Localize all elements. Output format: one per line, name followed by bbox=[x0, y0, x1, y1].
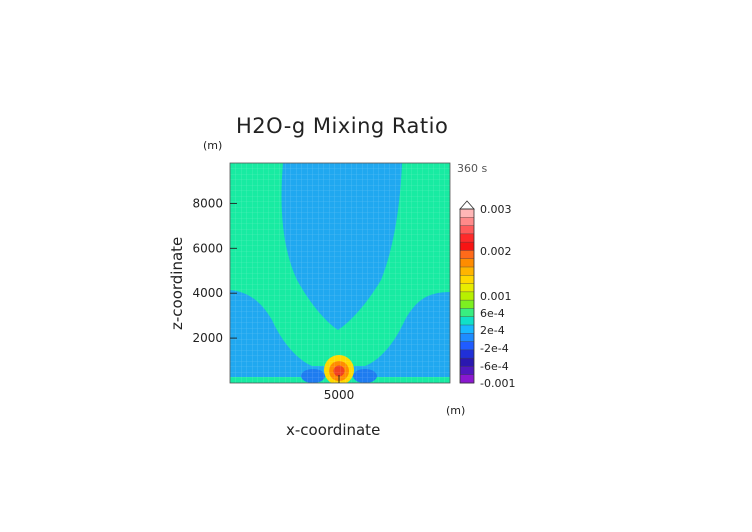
colorbar-label: 0.002 bbox=[480, 245, 512, 258]
colorbar bbox=[459, 200, 475, 384]
colorbar-swatch bbox=[460, 258, 474, 268]
x-axis-label: x-coordinate bbox=[286, 421, 381, 439]
x-unit-label: (m) bbox=[446, 404, 466, 417]
chart-title: H2O-g Mixing Ratio bbox=[236, 114, 449, 138]
colorbar-swatch bbox=[460, 325, 474, 334]
colorbar-label: -0.001 bbox=[480, 377, 515, 390]
x-tick-label: 5000 bbox=[324, 388, 355, 402]
colorbar-swatch bbox=[460, 242, 474, 251]
colorbar-label: 0.001 bbox=[480, 290, 512, 303]
y-tick-label: 4000 bbox=[192, 286, 223, 300]
colorbar-swatch bbox=[460, 333, 474, 342]
colorbar-swatch bbox=[460, 267, 474, 276]
y-axis-ticks: 2000 4000 6000 8000 bbox=[192, 196, 237, 345]
plot-frame bbox=[229, 162, 451, 384]
colorbar-frame bbox=[459, 208, 475, 384]
colorbar-swatch bbox=[460, 358, 474, 367]
y-tick-label: 6000 bbox=[192, 241, 223, 255]
colorbar-swatch bbox=[460, 291, 474, 301]
time-label: 360 s bbox=[457, 162, 488, 175]
colorbar-swatch bbox=[460, 209, 474, 218]
colorbar-swatch bbox=[460, 308, 474, 318]
colorbar-overflow-arrow bbox=[459, 200, 475, 210]
y-axis-label: z-coordinate bbox=[168, 236, 186, 330]
colorbar-swatch bbox=[460, 300, 474, 309]
colorbar-label: 2e-4 bbox=[480, 324, 505, 337]
y-tick-label: 2000 bbox=[192, 331, 223, 345]
plot-area bbox=[230, 163, 450, 383]
colorbar-labels: 0.003 0.002 0.001 6e-4 2e-4 -2e-4 -6e-4 -0.001 bbox=[480, 203, 515, 390]
colorbar-swatch bbox=[460, 349, 474, 359]
colorbar-swatch bbox=[460, 217, 474, 226]
colorbar-swatch bbox=[460, 341, 474, 351]
colorbar-label: 6e-4 bbox=[480, 307, 505, 320]
colorbar-swatch bbox=[460, 283, 474, 293]
x-axis-ticks: 5000 bbox=[324, 388, 355, 402]
y-tick-label: 8000 bbox=[192, 196, 223, 210]
colorbar-swatch bbox=[460, 316, 474, 326]
colorbar-swatch bbox=[460, 250, 474, 260]
colorbar-swatch bbox=[460, 275, 474, 284]
colorbar-swatch bbox=[460, 225, 474, 235]
colorbar-swatch bbox=[460, 233, 474, 243]
colorbar-swatch bbox=[460, 366, 474, 376]
colorbar-label: 0.003 bbox=[480, 203, 512, 216]
z-unit-label: (m) bbox=[203, 139, 223, 152]
colorbar-swatch bbox=[460, 374, 474, 384]
colorbar-label: -6e-4 bbox=[480, 360, 509, 373]
grid-overlay bbox=[230, 163, 450, 383]
colorbar-label: -2e-4 bbox=[480, 342, 509, 355]
